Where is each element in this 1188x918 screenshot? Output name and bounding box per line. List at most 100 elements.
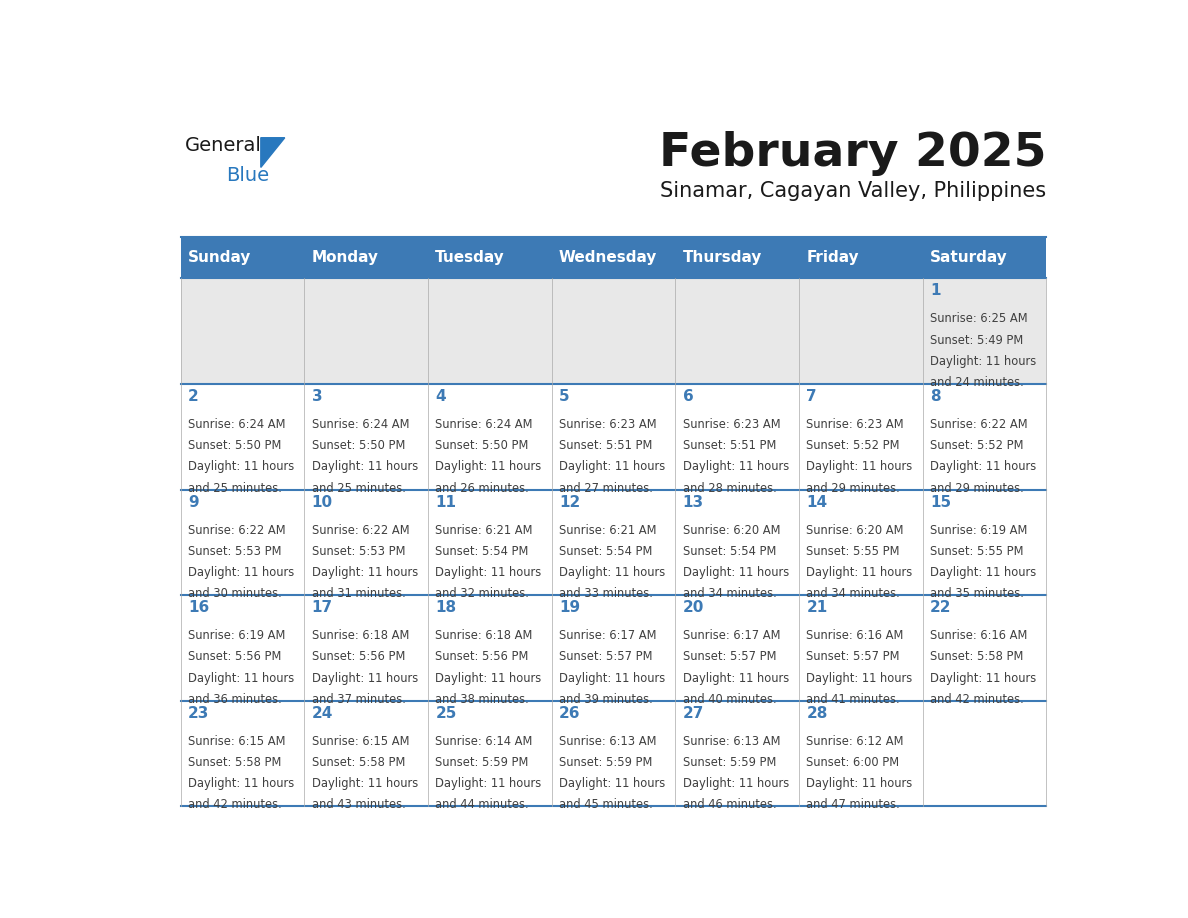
Text: Sunrise: 6:23 AM: Sunrise: 6:23 AM	[683, 418, 781, 431]
Text: 21: 21	[807, 600, 828, 615]
Text: Daylight: 11 hours: Daylight: 11 hours	[560, 672, 665, 685]
Text: and 25 minutes.: and 25 minutes.	[188, 482, 282, 495]
FancyBboxPatch shape	[181, 384, 1047, 489]
Text: Daylight: 11 hours: Daylight: 11 hours	[683, 460, 789, 474]
Text: General: General	[185, 136, 263, 155]
Text: Sunrise: 6:20 AM: Sunrise: 6:20 AM	[683, 523, 781, 536]
FancyBboxPatch shape	[181, 278, 1047, 384]
Text: Sunday: Sunday	[188, 251, 252, 265]
Text: Daylight: 11 hours: Daylight: 11 hours	[930, 354, 1036, 368]
Text: Daylight: 11 hours: Daylight: 11 hours	[435, 460, 542, 474]
Text: Daylight: 11 hours: Daylight: 11 hours	[435, 672, 542, 685]
Text: Sunset: 5:52 PM: Sunset: 5:52 PM	[930, 439, 1023, 453]
Text: Sunset: 5:49 PM: Sunset: 5:49 PM	[930, 333, 1023, 346]
Text: Sunset: 5:54 PM: Sunset: 5:54 PM	[683, 544, 776, 558]
Text: 2: 2	[188, 389, 198, 404]
Text: Sunrise: 6:22 AM: Sunrise: 6:22 AM	[930, 418, 1028, 431]
FancyBboxPatch shape	[181, 700, 1047, 806]
Text: Daylight: 11 hours: Daylight: 11 hours	[560, 460, 665, 474]
Text: Sunrise: 6:22 AM: Sunrise: 6:22 AM	[311, 523, 410, 536]
Text: and 33 minutes.: and 33 minutes.	[560, 588, 653, 600]
Text: Sunrise: 6:24 AM: Sunrise: 6:24 AM	[435, 418, 533, 431]
Text: and 45 minutes.: and 45 minutes.	[560, 799, 652, 812]
Text: and 27 minutes.: and 27 minutes.	[560, 482, 653, 495]
Text: Sunset: 5:56 PM: Sunset: 5:56 PM	[435, 650, 529, 664]
Text: Daylight: 11 hours: Daylight: 11 hours	[188, 460, 295, 474]
Text: Sunset: 5:57 PM: Sunset: 5:57 PM	[560, 650, 652, 664]
Text: Sunset: 5:54 PM: Sunset: 5:54 PM	[560, 544, 652, 558]
Text: Sunrise: 6:19 AM: Sunrise: 6:19 AM	[188, 629, 285, 642]
Text: Sunrise: 6:22 AM: Sunrise: 6:22 AM	[188, 523, 286, 536]
Text: and 36 minutes.: and 36 minutes.	[188, 693, 282, 706]
Text: 15: 15	[930, 495, 952, 509]
Text: and 42 minutes.: and 42 minutes.	[188, 799, 282, 812]
Text: Saturday: Saturday	[930, 251, 1007, 265]
Text: Blue: Blue	[226, 166, 268, 185]
Text: Monday: Monday	[311, 251, 379, 265]
Text: Sunrise: 6:23 AM: Sunrise: 6:23 AM	[560, 418, 657, 431]
Text: Sunrise: 6:24 AM: Sunrise: 6:24 AM	[188, 418, 285, 431]
Text: and 24 minutes.: and 24 minutes.	[930, 376, 1024, 389]
Text: 25: 25	[435, 706, 456, 721]
Text: Sunset: 5:56 PM: Sunset: 5:56 PM	[188, 650, 282, 664]
Text: 22: 22	[930, 600, 952, 615]
Text: Daylight: 11 hours: Daylight: 11 hours	[188, 672, 295, 685]
Text: 9: 9	[188, 495, 198, 509]
Text: Sunrise: 6:14 AM: Sunrise: 6:14 AM	[435, 734, 532, 748]
Text: Friday: Friday	[807, 251, 859, 265]
Text: Sunrise: 6:23 AM: Sunrise: 6:23 AM	[807, 418, 904, 431]
Text: Daylight: 11 hours: Daylight: 11 hours	[683, 565, 789, 579]
Text: 28: 28	[807, 706, 828, 721]
Text: 11: 11	[435, 495, 456, 509]
Text: Sunset: 5:56 PM: Sunset: 5:56 PM	[311, 650, 405, 664]
Text: Daylight: 11 hours: Daylight: 11 hours	[930, 672, 1036, 685]
Text: Daylight: 11 hours: Daylight: 11 hours	[311, 778, 418, 790]
Text: Sunset: 5:57 PM: Sunset: 5:57 PM	[683, 650, 776, 664]
Text: Daylight: 11 hours: Daylight: 11 hours	[683, 672, 789, 685]
Text: 8: 8	[930, 389, 941, 404]
Text: 13: 13	[683, 495, 703, 509]
Text: Sunset: 5:53 PM: Sunset: 5:53 PM	[188, 544, 282, 558]
Text: Sunset: 5:59 PM: Sunset: 5:59 PM	[560, 756, 652, 769]
Text: and 30 minutes.: and 30 minutes.	[188, 588, 282, 600]
Text: Sunrise: 6:13 AM: Sunrise: 6:13 AM	[560, 734, 657, 748]
Text: 5: 5	[560, 389, 569, 404]
Text: Daylight: 11 hours: Daylight: 11 hours	[930, 565, 1036, 579]
Text: Tuesday: Tuesday	[435, 251, 505, 265]
Text: Sunrise: 6:13 AM: Sunrise: 6:13 AM	[683, 734, 781, 748]
Text: 18: 18	[435, 600, 456, 615]
Text: Sunset: 5:53 PM: Sunset: 5:53 PM	[311, 544, 405, 558]
Text: Sunrise: 6:15 AM: Sunrise: 6:15 AM	[311, 734, 409, 748]
Text: Sunset: 5:57 PM: Sunset: 5:57 PM	[807, 650, 899, 664]
Text: Sunrise: 6:21 AM: Sunrise: 6:21 AM	[560, 523, 657, 536]
Text: and 42 minutes.: and 42 minutes.	[930, 693, 1024, 706]
Text: 4: 4	[435, 389, 446, 404]
Text: 24: 24	[311, 706, 333, 721]
Text: Sunrise: 6:20 AM: Sunrise: 6:20 AM	[807, 523, 904, 536]
Text: Daylight: 11 hours: Daylight: 11 hours	[311, 672, 418, 685]
Text: Daylight: 11 hours: Daylight: 11 hours	[807, 565, 912, 579]
Text: 17: 17	[311, 600, 333, 615]
Text: Daylight: 11 hours: Daylight: 11 hours	[435, 778, 542, 790]
Text: 19: 19	[560, 600, 580, 615]
Text: Sunset: 5:54 PM: Sunset: 5:54 PM	[435, 544, 529, 558]
Text: and 28 minutes.: and 28 minutes.	[683, 482, 777, 495]
Text: Sunset: 5:50 PM: Sunset: 5:50 PM	[311, 439, 405, 453]
Text: and 37 minutes.: and 37 minutes.	[311, 693, 405, 706]
Text: Daylight: 11 hours: Daylight: 11 hours	[560, 778, 665, 790]
Text: 1: 1	[930, 284, 941, 298]
Text: and 39 minutes.: and 39 minutes.	[560, 693, 652, 706]
Text: Daylight: 11 hours: Daylight: 11 hours	[560, 565, 665, 579]
Text: Sunset: 5:51 PM: Sunset: 5:51 PM	[560, 439, 652, 453]
FancyBboxPatch shape	[181, 595, 1047, 700]
Text: and 44 minutes.: and 44 minutes.	[435, 799, 529, 812]
Text: and 25 minutes.: and 25 minutes.	[311, 482, 405, 495]
Text: 26: 26	[560, 706, 581, 721]
Polygon shape	[261, 138, 285, 167]
FancyBboxPatch shape	[181, 238, 1047, 278]
Text: February 2025: February 2025	[658, 131, 1047, 176]
Text: 10: 10	[311, 495, 333, 509]
Text: Wednesday: Wednesday	[560, 251, 657, 265]
Text: Daylight: 11 hours: Daylight: 11 hours	[188, 565, 295, 579]
Text: and 29 minutes.: and 29 minutes.	[930, 482, 1024, 495]
